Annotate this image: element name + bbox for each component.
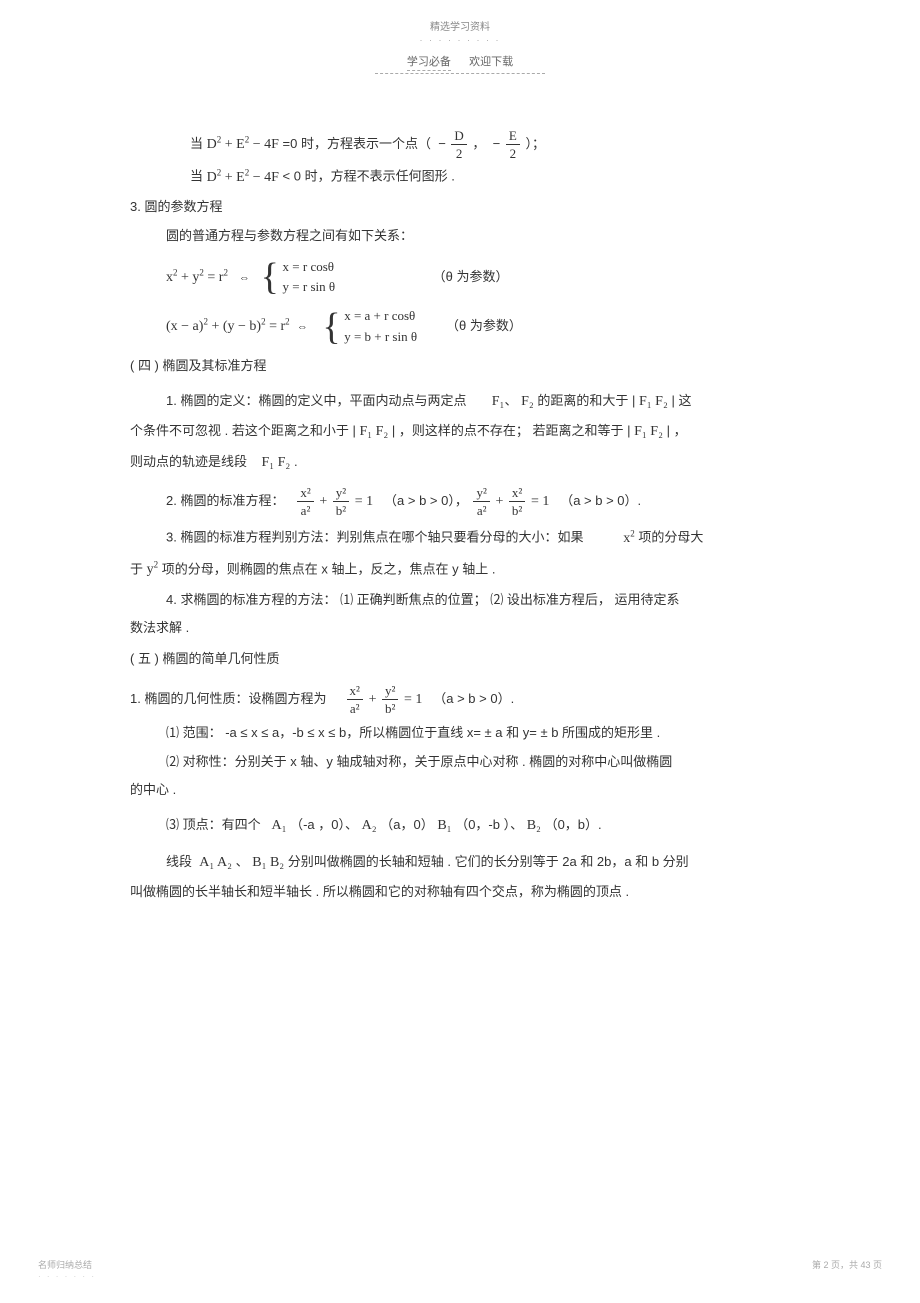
- section-3-sub: 圆的普通方程与参数方程之间有如下关系：: [130, 224, 790, 249]
- header-top-label: 精选学习资料: [0, 0, 920, 33]
- p2-line: 2. 椭圆的标准方程： x²a² + y²b² = 1 （a > b > 0），…: [130, 486, 790, 517]
- section-3: 3. 圆的参数方程: [130, 195, 790, 220]
- header-sub-left: 学习必备: [407, 53, 451, 71]
- page-content: 当 D2 + E2 − 4F =0 时，方程表示一个点（ − D 2 ， − E…: [130, 129, 790, 905]
- p1-line3: 则动点的轨迹是线段 F₁ F₂ .: [130, 450, 790, 477]
- p4-line2: 数法求解 .: [130, 616, 790, 641]
- param-eq-2: (x − a)2 + (y − b)2 = r2 ⇔ { x = a + r c…: [130, 306, 790, 348]
- p5-1: 1. 椭圆的几何性质：设椭圆方程为 x²a² + y²b² = 1 （a > b…: [130, 684, 790, 715]
- footer-right: 第 2 页，共 43 页: [812, 1258, 882, 1271]
- p5-sub2b: 的中心 .: [130, 778, 790, 803]
- line-d2e2-zero: 当 D2 + E2 − 4F =0 时，方程表示一个点（ − D 2 ， − E…: [130, 129, 790, 160]
- line-d2e2-neg: 当 D2 + E2 − 4F < 0 时，方程不表示任何图形 .: [130, 164, 790, 191]
- footer-left-dots: · · · · · · ·: [38, 1272, 96, 1281]
- p5-axis-line1: 线段 A₁ A₂ 、 B₁ B₂ 分别叫做椭圆的长轴和短轴 . 它们的长分别等于…: [130, 850, 790, 877]
- header-sub-right: 欢迎下载: [469, 56, 513, 68]
- header-sub: 学习必备 欢迎下载: [375, 45, 545, 74]
- p5-sub2: ⑵ 对称性：分别关于 x 轴、y 轴成轴对称，关于原点中心对称 . 椭圆的对称中…: [130, 750, 790, 775]
- header-dots: · · · · · · · · ·: [0, 35, 920, 45]
- p5-sub1: ⑴ 范围： -a ≤ x ≤ a，-b ≤ x ≤ b，所以椭圆位于直线 x= …: [130, 721, 790, 746]
- p1-line2: 个条件不可忽视 . 若这个距离之和小于 | F₁ F₂ | ，则这样的点不存在；…: [130, 419, 790, 446]
- section-4: ( 四 ) 椭圆及其标准方程: [130, 354, 790, 379]
- p3-line1: 3. 椭圆的标准方程判别方法：判别焦点在哪个轴只要看分母的大小：如果 x2 项的…: [130, 525, 790, 552]
- section-5: ( 五 ) 椭圆的简单几何性质: [130, 647, 790, 672]
- p3-line2: 于 y2 项的分母，则椭圆的焦点在 x 轴上，反之，焦点在 y 轴上 .: [130, 557, 790, 584]
- p1-line1: 1. 椭圆的定义：椭圆的定义中，平面内动点与两定点 F₁、 F₂ 的距离的和大于…: [130, 389, 790, 416]
- p5-sub3: ⑶ 顶点：有四个 A₁ （-a ，0）、 A₂ （a，0） B₁ （0，-b ）…: [130, 813, 790, 840]
- p4-line1: 4. 求椭圆的标准方程的方法： ⑴ 正确判断焦点的位置； ⑵ 设出标准方程后， …: [130, 588, 790, 613]
- frac-e2: E 2: [506, 129, 520, 160]
- p5-axis-line2: 叫做椭圆的长半轴长和短半轴长 . 所以椭圆和它的对称轴有四个交点，称为椭圆的顶点…: [130, 880, 790, 905]
- param-eq-1: x2 + y2 = r2 ⇔ { x = r cosθ y = r sin θ …: [130, 257, 790, 299]
- frac-d2: D 2: [451, 129, 466, 160]
- footer-left: 名师归纳总结: [38, 1258, 92, 1271]
